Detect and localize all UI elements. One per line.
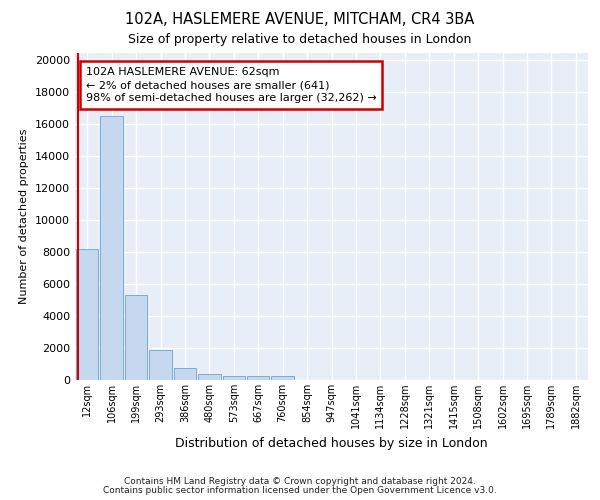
- Bar: [173, 368, 196, 380]
- Text: Size of property relative to detached houses in London: Size of property relative to detached ho…: [128, 32, 472, 46]
- Bar: [223, 376, 245, 380]
- Text: 102A, HASLEMERE AVENUE, MITCHAM, CR4 3BA: 102A, HASLEMERE AVENUE, MITCHAM, CR4 3BA: [125, 12, 475, 28]
- Text: Contains public sector information licensed under the Open Government Licence v3: Contains public sector information licen…: [103, 486, 497, 495]
- Bar: [271, 376, 294, 380]
- Text: 102A HASLEMERE AVENUE: 62sqm
← 2% of detached houses are smaller (641)
98% of se: 102A HASLEMERE AVENUE: 62sqm ← 2% of det…: [86, 67, 376, 104]
- Bar: [149, 350, 172, 380]
- Bar: [198, 374, 221, 380]
- Y-axis label: Number of detached properties: Number of detached properties: [19, 128, 29, 304]
- Bar: [247, 376, 269, 380]
- Bar: [125, 296, 148, 380]
- Bar: [100, 116, 123, 380]
- Text: Contains HM Land Registry data © Crown copyright and database right 2024.: Contains HM Land Registry data © Crown c…: [124, 477, 476, 486]
- Bar: [76, 249, 98, 380]
- X-axis label: Distribution of detached houses by size in London: Distribution of detached houses by size …: [175, 436, 488, 450]
